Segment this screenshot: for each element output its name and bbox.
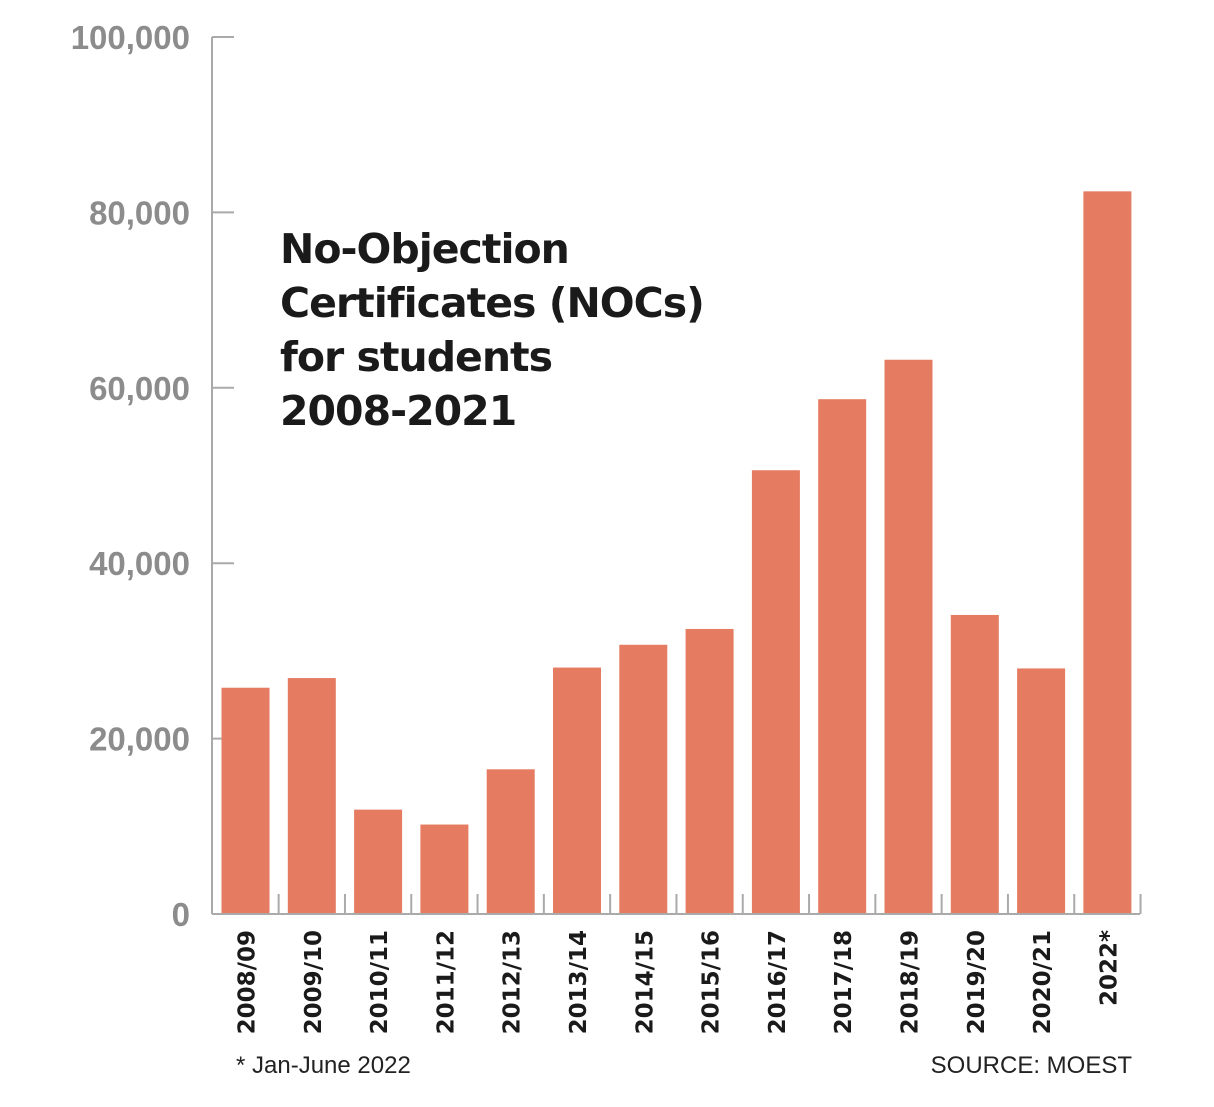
chart-title-line: Certificates (NOCs) [280, 279, 705, 327]
x-category-label: 2020/21 [1030, 930, 1056, 1034]
bar [486, 769, 535, 914]
x-category-label: 2009/10 [301, 930, 327, 1034]
y-tick-label: 0 [172, 896, 190, 933]
bar [751, 470, 800, 914]
bar [553, 667, 601, 914]
x-category-label: 2019/20 [964, 930, 990, 1034]
x-category-label: 2010/11 [367, 930, 393, 1034]
y-tick-label: 40,000 [89, 545, 190, 582]
source-note: SOURCE: MOEST [930, 1052, 1132, 1079]
y-tick-label: 20,000 [89, 721, 190, 758]
y-tick-label: 80,000 [89, 194, 190, 231]
bar [1083, 191, 1132, 915]
y-tick-label: 100,000 [71, 19, 190, 56]
x-category-label: 2013/14 [566, 930, 592, 1034]
bar [221, 687, 270, 914]
y-axis: 0 20,000 40,000 60,000 80,000 100,000 [71, 19, 234, 933]
footnote: * Jan-June 2022 [236, 1052, 411, 1079]
x-category-label: 2011/12 [433, 930, 459, 1034]
x-category-label: 2008/09 [235, 930, 261, 1034]
x-category-label: 2016/17 [765, 930, 791, 1034]
y-tick-label: 60,000 [89, 370, 190, 407]
bar [354, 809, 403, 914]
bar [287, 678, 336, 914]
bar [685, 628, 734, 914]
x-axis: 2008/09 2009/10 2010/11 2011/12 2012/13 2013/… [212, 894, 1142, 1034]
chart-title-line: No-Objection [280, 225, 570, 273]
chart-title-line: 2008-2021 [280, 387, 517, 435]
x-category-label: 2017/18 [831, 930, 857, 1034]
x-category-label: 2022* [1096, 930, 1122, 1006]
x-category-label: 2015/16 [699, 930, 725, 1034]
x-category-label: 2014/15 [632, 930, 658, 1034]
bar [818, 399, 867, 914]
chart-title-line: for students [280, 333, 553, 381]
bars [221, 191, 1132, 915]
bar [884, 359, 933, 915]
bar [619, 644, 668, 914]
x-category-label: 2012/13 [500, 930, 526, 1034]
bar [950, 614, 999, 914]
bar [420, 824, 469, 914]
x-category-label: 2018/19 [898, 930, 924, 1034]
chart-title: No-Objection Certificates (NOCs) for stu… [280, 222, 705, 438]
bar [1017, 668, 1066, 914]
